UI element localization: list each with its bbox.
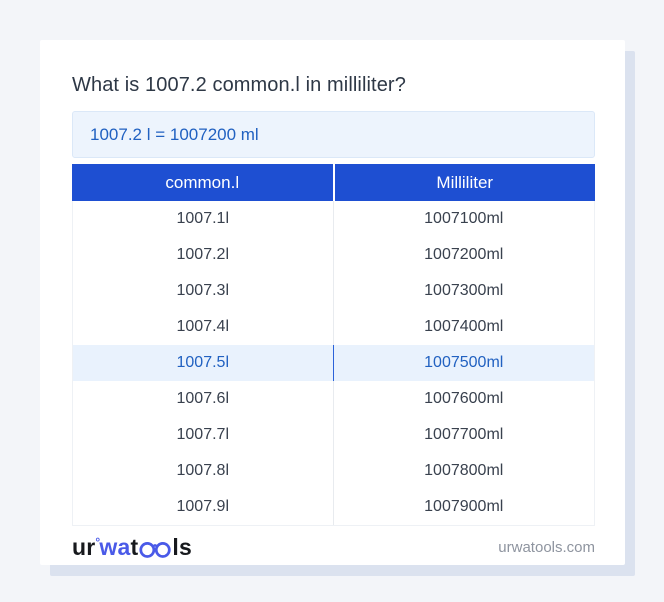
brand-text-t: t (130, 534, 139, 560)
card-footer: ur ° wa t ls urwatools.com (72, 526, 595, 567)
cell-milliliters: 1007100ml (424, 210, 504, 227)
table-row-highlighted: 1007.5l 1007500ml (73, 345, 594, 381)
brand-text-ls: ls (172, 534, 192, 560)
brand-text-ur: ur (72, 534, 96, 560)
page-title: What is 1007.2 common.l in milliliter? (72, 74, 406, 96)
cell-milliliters: 1007300ml (424, 282, 504, 299)
answer-box: 1007.2 l = 1007200 ml (72, 111, 595, 158)
cell-liters: 1007.6l (73, 381, 334, 417)
cell-liters: 1007.1l (73, 201, 334, 237)
cell-liters: 1007.7l (73, 417, 334, 453)
table-row: 1007.4l 1007400ml (73, 309, 594, 345)
cell-liters: 1007.5l (73, 345, 334, 381)
cell-liters: 1007.2l (73, 237, 334, 273)
conversion-table: common.l Milliliter 1007.1l 1007100ml 10… (72, 164, 595, 526)
table-row: 1007.9l 1007900ml (73, 489, 594, 525)
answer-text: 1007.2 l = 1007200 ml (90, 124, 259, 144)
cell-liters: 1007.3l (73, 273, 334, 309)
cell-milliliters: 1007900ml (424, 498, 504, 515)
cell-liters: 1007.9l (73, 489, 334, 525)
table-row: 1007.1l 1007100ml (73, 201, 594, 237)
cell-liters: 1007.4l (73, 309, 334, 345)
cell-milliliters: 1007700ml (424, 426, 504, 443)
conversion-card: What is 1007.2 common.l in milliliter? 1… (40, 40, 625, 565)
cell-milliliters: 1007200ml (424, 246, 504, 263)
urwatools-logo[interactable]: ur ° wa t ls (72, 534, 192, 561)
table-row: 1007.6l 1007600ml (73, 381, 594, 417)
table-header-row: common.l Milliliter (72, 164, 595, 201)
table-row: 1007.2l 1007200ml (73, 237, 594, 273)
cell-milliliters: 1007500ml (424, 354, 504, 371)
cell-milliliters: 1007600ml (424, 390, 504, 407)
table-header-milliliter: Milliliter (334, 164, 595, 201)
cell-milliliters: 1007400ml (424, 318, 504, 335)
table-row: 1007.7l 1007700ml (73, 417, 594, 453)
cell-liters: 1007.8l (73, 453, 334, 489)
table-row: 1007.8l 1007800ml (73, 453, 594, 489)
table-row: 1007.3l 1007300ml (73, 273, 594, 309)
cell-milliliters: 1007800ml (424, 462, 504, 479)
site-url-label: urwatools.com (498, 539, 595, 556)
degree-mark-icon: ° (95, 535, 101, 549)
glasses-oo-icon (139, 542, 172, 558)
table-header-common-l: common.l (72, 164, 333, 201)
brand-text-wa: wa (99, 534, 131, 560)
